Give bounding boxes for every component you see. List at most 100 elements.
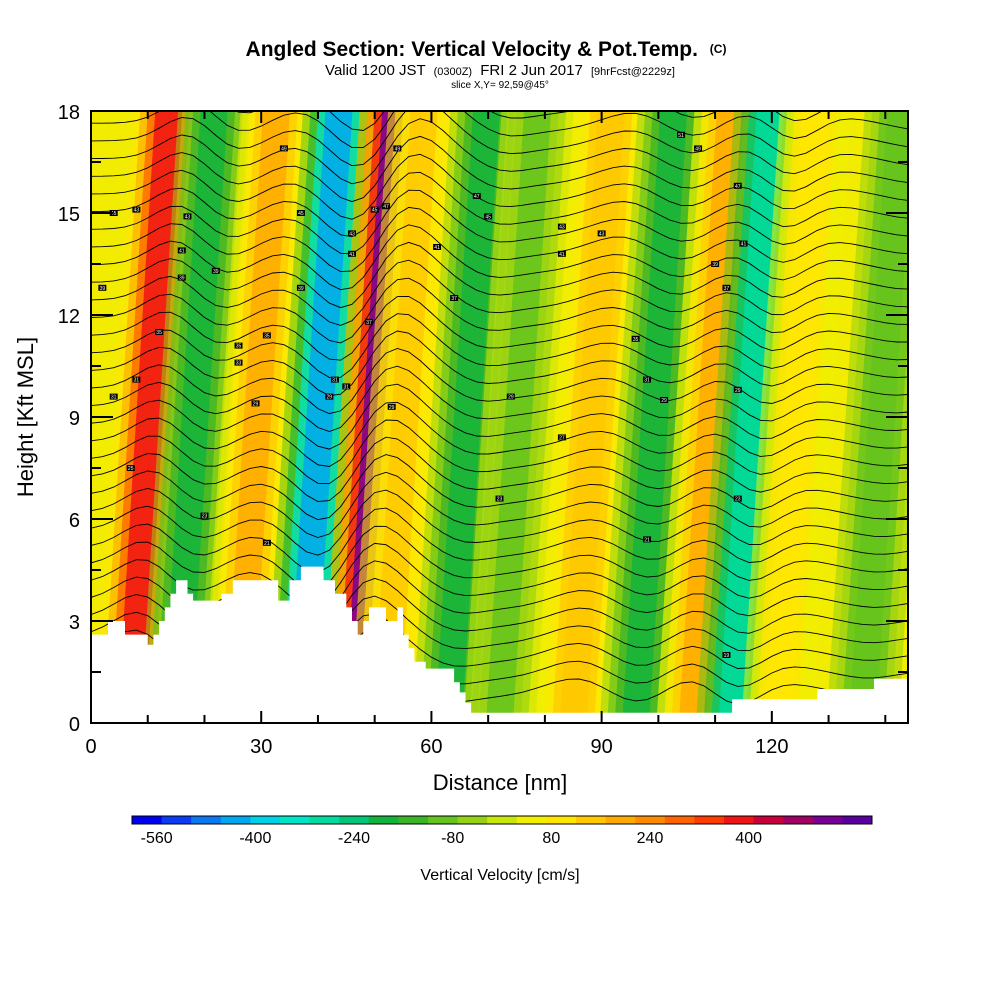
contour-label: 29 bbox=[508, 395, 514, 401]
x-tick-label: 90 bbox=[591, 736, 613, 758]
contour-label: 25 bbox=[128, 466, 134, 472]
y-tick-label: 0 bbox=[69, 714, 80, 736]
colorbar-frame bbox=[131, 815, 873, 825]
contour-label: 41 bbox=[559, 252, 565, 258]
isentrope-32 bbox=[91, 111, 908, 149]
contour-label: 45 bbox=[298, 211, 304, 217]
copyright-mark: (C) bbox=[710, 42, 727, 56]
chart-subtitle: Valid 1200 JST (0300Z) FRI 2 Jun 2017 [9… bbox=[325, 62, 675, 79]
colorbar-tick-label: -400 bbox=[239, 830, 271, 847]
contour-label: 29 bbox=[661, 398, 667, 404]
y-tick-label: 18 bbox=[58, 102, 80, 124]
terrain-mask bbox=[91, 566, 908, 723]
contour-label: 23 bbox=[202, 514, 208, 520]
contour-label: 21 bbox=[264, 541, 270, 547]
velocity-band-13-3 bbox=[849, 111, 908, 723]
colorbar-swatch bbox=[783, 816, 814, 824]
isentrope-27 bbox=[91, 171, 908, 238]
velocity-band-0-3 bbox=[117, 111, 183, 723]
isentrope-22 bbox=[91, 259, 908, 326]
contour-label-box bbox=[694, 145, 703, 152]
colorbar-swatch bbox=[724, 816, 755, 824]
x-tick-label: 60 bbox=[420, 736, 442, 758]
isentrope-7 bbox=[91, 525, 908, 591]
isentrope-8 bbox=[91, 507, 908, 574]
velocity-band-6-3 bbox=[434, 111, 500, 723]
velocity-band-8-3 bbox=[559, 111, 625, 723]
slice-label: slice X,Y= 92,59@45° bbox=[451, 80, 549, 91]
contour-label: 23 bbox=[735, 497, 741, 503]
isentrope-29 bbox=[91, 135, 908, 203]
contour-label: 43 bbox=[599, 231, 605, 237]
contour-label-box bbox=[325, 393, 334, 400]
x-axis-ticks: 0 30 60 90 120 bbox=[85, 111, 887, 758]
colorbar-swatch bbox=[161, 816, 192, 824]
contour-label-box bbox=[296, 284, 305, 291]
x-tick-label: 30 bbox=[250, 736, 272, 758]
contour-label: 35 bbox=[156, 330, 162, 336]
subtitle-forecast: [9hrFcst@2229z] bbox=[591, 66, 675, 78]
contour-label-box bbox=[733, 495, 742, 502]
contour-label-box bbox=[433, 244, 442, 250]
contour-label-box bbox=[557, 223, 566, 230]
contour-label: 27 bbox=[559, 435, 565, 441]
isentrope-18 bbox=[91, 330, 908, 397]
y-axis-ticks: 0 3 6 9 12 15 18 bbox=[58, 102, 908, 736]
subtitle-utc: (0300Z) bbox=[434, 66, 473, 78]
contour-label-box bbox=[234, 359, 243, 366]
contour-label: 41 bbox=[179, 248, 185, 254]
contour-label: 47 bbox=[383, 204, 389, 210]
contour-label: 41 bbox=[741, 242, 747, 248]
contour-label-box bbox=[733, 386, 742, 393]
colorbar-tick-label: 400 bbox=[735, 830, 762, 847]
contour-label: 41 bbox=[349, 252, 355, 258]
colorbar-label: Vertical Velocity [cm/s] bbox=[420, 867, 579, 884]
contour-label: 29 bbox=[735, 388, 741, 394]
colorbar-swatch bbox=[842, 816, 873, 824]
x-axis-label: Distance [nm] bbox=[433, 770, 568, 795]
contour-label: 43 bbox=[559, 225, 565, 231]
colorbar-tick-label: -80 bbox=[441, 830, 464, 847]
contour-label-box bbox=[387, 403, 396, 410]
colorbar-swatch bbox=[220, 816, 251, 824]
contour-label-box bbox=[733, 182, 742, 189]
contour-label: 41 bbox=[434, 245, 440, 251]
contour-label: 19 bbox=[724, 653, 730, 659]
colorbar: -560 -400 -240 -80 80 240 400 bbox=[131, 815, 873, 847]
colorbar-tick-label: 240 bbox=[637, 830, 664, 847]
subtitle-valid: Valid 1200 JST bbox=[325, 62, 425, 79]
colorbar-swatch bbox=[339, 816, 370, 824]
contour-label-box bbox=[370, 206, 379, 213]
contour-label: 37 bbox=[724, 286, 730, 292]
contour-label-box bbox=[177, 274, 186, 281]
colorbar-swatch bbox=[250, 816, 281, 824]
contour-label-box bbox=[722, 652, 731, 658]
colorbar-swatch bbox=[635, 816, 666, 824]
contour-label-box bbox=[722, 284, 731, 291]
contour-label-box bbox=[109, 210, 118, 216]
contour-label: 49 bbox=[281, 146, 287, 152]
velocity-band-12-3 bbox=[764, 111, 830, 723]
contour-label: 47 bbox=[474, 194, 480, 200]
contour-label-box bbox=[330, 376, 339, 383]
colorbar-swatch bbox=[132, 816, 163, 824]
colorbar-swatch bbox=[487, 816, 518, 824]
contour-label: 43 bbox=[349, 231, 355, 237]
colorbar-tick-label: 80 bbox=[542, 830, 560, 847]
contour-label: 35 bbox=[264, 333, 270, 339]
contour-label-box bbox=[109, 393, 118, 400]
colorbar-swatch bbox=[576, 816, 607, 824]
colorbar-tick-label: -240 bbox=[338, 830, 370, 847]
contour-label-box bbox=[347, 230, 356, 237]
contour-label-box bbox=[631, 335, 640, 342]
contour-label-box bbox=[660, 397, 669, 403]
subtitle-date: FRI 2 Jun 2017 bbox=[480, 62, 583, 79]
colorbar-swatch bbox=[428, 816, 459, 824]
colorbar-swatch bbox=[309, 816, 340, 824]
contour-label-box bbox=[557, 250, 566, 257]
colorbar-swatch bbox=[812, 816, 843, 824]
contour-label-box bbox=[132, 206, 141, 213]
contour-label: 29 bbox=[253, 401, 259, 407]
isentrope-6 bbox=[91, 542, 908, 608]
y-axis-label: Height [Kft MSL] bbox=[13, 337, 38, 497]
